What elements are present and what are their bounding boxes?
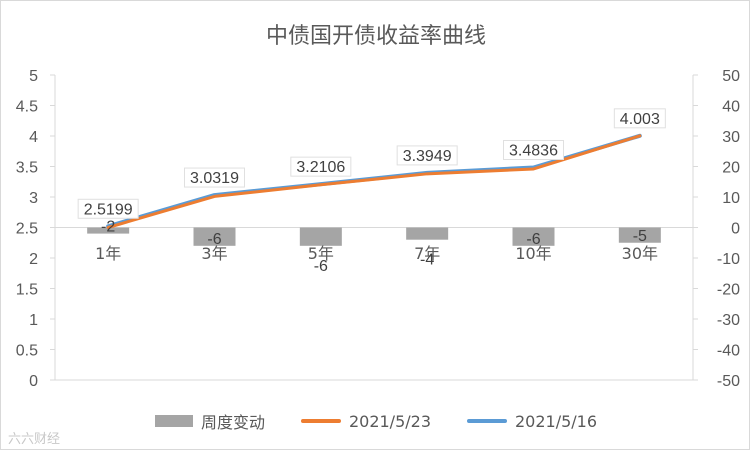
right-tick-label: -40 — [717, 343, 740, 360]
left-tick-label: 2 — [29, 251, 38, 268]
right-tick-label: 10 — [722, 190, 740, 207]
data-label-box — [503, 140, 564, 161]
series-line-2021-5-23 — [106, 134, 642, 229]
data-label-bar: -4 — [420, 252, 434, 269]
legend-item-line-2: 2021/5/16 — [467, 412, 597, 431]
right-tick-label: -50 — [717, 373, 740, 390]
right-tick-label: -10 — [717, 251, 740, 268]
right-tick-label: -30 — [717, 312, 740, 329]
watermark: 六六财经 — [8, 432, 61, 447]
data-label-line: 3.3949 — [403, 148, 452, 165]
data-label-bar: -6 — [207, 231, 221, 248]
right-tick-label: 50 — [722, 68, 740, 85]
left-tick-label: 4.5 — [16, 99, 38, 116]
left-tick-label: 1 — [29, 312, 38, 329]
legend-swatch-bar — [154, 415, 193, 427]
category-label: 1年 — [95, 244, 121, 263]
data-label-bar: -6 — [314, 258, 328, 275]
bar-3年 — [193, 227, 236, 246]
category-label: 10年 — [515, 244, 551, 263]
legend: 周度变动 2021/5/23 2021/5/16 — [0, 408, 752, 434]
left-tick-label: 1.5 — [16, 282, 38, 299]
category-label: 5年 — [308, 244, 334, 263]
bar-10年 — [512, 227, 555, 246]
legend-swatch-line-1 — [300, 419, 341, 423]
data-label-line: 3.4836 — [509, 143, 558, 160]
data-label-box — [290, 156, 352, 177]
right-tick-label: 20 — [722, 160, 740, 177]
left-tick-label: 2.5 — [16, 221, 38, 238]
bar-5年 — [299, 227, 342, 246]
legend-item-bar: 周度变动 — [154, 409, 265, 433]
category-label: 3年 — [201, 244, 227, 263]
right-tick-label: 0 — [731, 221, 740, 238]
data-label-line: 2.5199 — [84, 201, 133, 218]
bar-1年 — [87, 227, 130, 234]
data-label-box — [396, 145, 458, 166]
data-label-bar: -6 — [526, 231, 540, 248]
data-label-line: 4.003 — [620, 111, 660, 128]
data-label-line: 3.2106 — [296, 159, 345, 176]
data-label-bar: -2 — [101, 219, 115, 236]
bar-7年 — [406, 227, 449, 240]
legend-item-line-1: 2021/5/23 — [300, 411, 431, 431]
category-label: 30年 — [622, 244, 658, 263]
left-tick-label: 3 — [29, 190, 38, 207]
left-tick-label: 5 — [29, 68, 38, 85]
right-tick-label: 30 — [722, 129, 740, 146]
right-tick-label: -20 — [717, 282, 740, 299]
left-tick-label: 3.5 — [16, 160, 38, 177]
bar-30年 — [618, 227, 661, 243]
chart-title: 中债国开债收益率曲线 — [265, 24, 486, 49]
data-label-box — [77, 198, 139, 219]
right-tick-label: 40 — [722, 99, 740, 116]
left-tick-label: 0 — [29, 373, 38, 390]
legend-label-line-2: 2021/5/16 — [515, 411, 598, 431]
legend-swatch-line-2 — [467, 419, 507, 423]
legend-label-bar: 周度变动 — [200, 413, 265, 432]
data-label-bar: -5 — [633, 228, 647, 245]
data-label-line: 3.0319 — [190, 170, 239, 187]
left-tick-label: 0.5 — [16, 343, 38, 360]
legend-label-line-1: 2021/5/23 — [348, 411, 431, 431]
data-label-box — [613, 108, 666, 129]
data-label-box — [184, 167, 245, 188]
left-tick-label: 4 — [29, 129, 38, 146]
category-label: 7年 — [414, 244, 440, 263]
